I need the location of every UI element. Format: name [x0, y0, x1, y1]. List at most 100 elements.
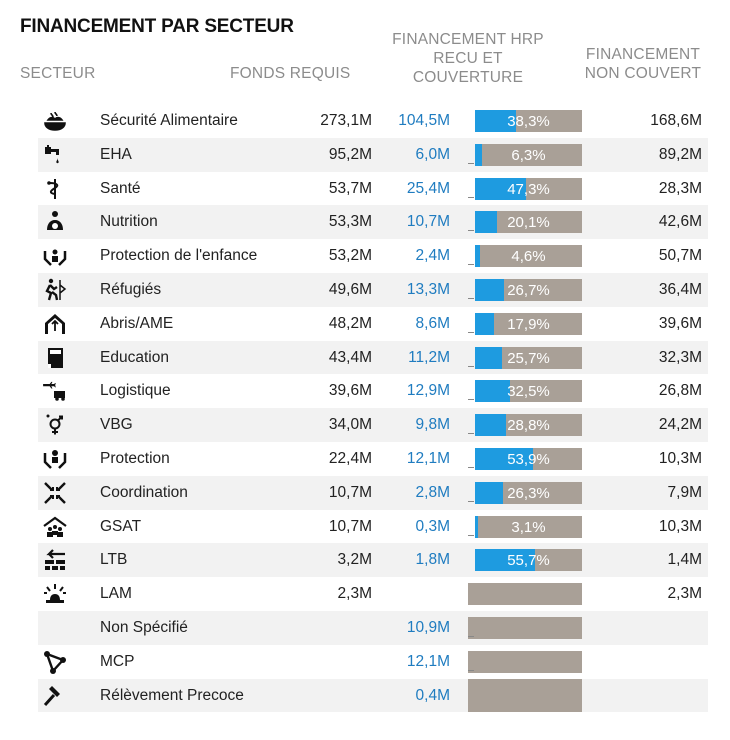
- financement-recu-value: 0,4M: [415, 686, 450, 704]
- sector-name: Abris/AME: [100, 314, 174, 332]
- fonds-requis-value: 2,3M: [337, 585, 372, 603]
- table-row: Nutrition 53,3M 10,7M 20,1% 42,6M: [0, 205, 708, 240]
- gender-icon: [46, 414, 63, 435]
- bar-tick-mark: [468, 399, 474, 401]
- coverage-bar: 25,7%: [475, 346, 582, 369]
- camp-management-icon: [43, 516, 67, 537]
- non-couvert-value: 50,7M: [658, 247, 702, 265]
- refugee-icon: [45, 278, 67, 301]
- coverage-percent: 53,9%: [507, 450, 550, 468]
- network-icon: [38, 648, 72, 676]
- bar-tick-mark: [468, 534, 474, 536]
- sector-name: Santé: [100, 179, 141, 197]
- sector-name: Sécurité Alimentaire: [100, 112, 238, 129]
- coverage-bar-fill: [475, 549, 535, 572]
- table-row: LTB 3,2M 1,8M 55,7% 1,4M: [0, 543, 708, 578]
- header-financement-hrp: FINANCEMENT HRP RECU ET COUVERTURE: [392, 31, 544, 86]
- bar-tick-mark: [468, 230, 474, 232]
- financement-recu-value: 104,5M: [398, 112, 450, 129]
- bar-tick-mark: [468, 264, 474, 266]
- fonds-requis-value: 3,2M: [337, 551, 372, 569]
- coverage-percent: 6,3%: [511, 146, 546, 164]
- coverage-percent: 26,3%: [507, 484, 550, 502]
- education-icon: [38, 344, 72, 372]
- coverage-bar-fill: [475, 380, 510, 403]
- table-row: Coordination 10,7M 2,8M 26,3% 7,9M: [0, 475, 708, 510]
- table-row: VBG 34,0M 9,8M 28,8% 24,2M: [0, 408, 708, 442]
- protection-icon: [43, 449, 67, 469]
- table-row: Abris/AME 48,2M 8,6M 17,9% 39,6M: [38, 307, 708, 341]
- sector-name: VBG: [100, 416, 133, 434]
- coverage-bar-fill: [475, 515, 479, 538]
- bar-tick-mark: [468, 635, 474, 637]
- financement-recu-value: 12,1M: [406, 652, 450, 670]
- logistics-icon: [38, 377, 72, 405]
- fonds-requis-value: 43,4M: [328, 348, 372, 366]
- non-couvert-value: 32,3M: [658, 348, 702, 366]
- coverage-percent: 4,6%: [511, 248, 546, 266]
- sector-name: GSAT: [100, 517, 142, 535]
- sector-name: EHA: [100, 145, 132, 163]
- sector-name: Logistique: [100, 382, 171, 400]
- coordination-icon: [38, 479, 72, 507]
- coverage-percent: 38,3%: [507, 113, 550, 130]
- financement-recu-value: 2,4M: [415, 247, 450, 265]
- coverage-percent: 47,3%: [507, 180, 550, 198]
- water-tap-icon: [38, 141, 72, 169]
- coverage-bar: 6,3%: [475, 143, 582, 166]
- table-row: Santé 53,7M 25,4M 47,3% 28,3M: [38, 172, 708, 206]
- bar-tick-mark: [468, 196, 474, 198]
- header-fonds-requis: FONDS REQUIS: [230, 65, 351, 82]
- coverage-bar: 32,5%: [475, 380, 582, 403]
- sector-name: Non Spécifié: [100, 618, 188, 636]
- coverage-percent: 20,1%: [507, 214, 550, 232]
- sector-table: Sécurité Alimentaire 273,1M 104,5M 38,3% 168…: [0, 104, 708, 713]
- table-row: LAM 2,3M 2,3M: [38, 577, 708, 611]
- non-couvert-value: 28,3M: [658, 179, 702, 197]
- bar-tick-mark: [468, 669, 474, 671]
- non-couvert-value: 10,3M: [658, 517, 702, 535]
- coverage-bar-fill: [475, 312, 495, 335]
- financement-recu-value: 2,8M: [415, 483, 450, 501]
- bar-tick-mark: [468, 162, 474, 164]
- bar-tick-mark: [468, 466, 474, 468]
- coverage-bar-fill: [475, 447, 533, 470]
- table-row: Education 43,4M 11,2M 25,7% 32,3M: [0, 340, 708, 375]
- fonds-requis-value: 95,2M: [328, 145, 372, 163]
- non-couvert-value: 26,8M: [658, 382, 702, 400]
- financement-recu-value: 11,2M: [408, 348, 450, 366]
- header-secteur: SECTEUR: [20, 65, 96, 82]
- table-row: Protection 22,4M 12,1M 53,9% 10,3M: [38, 442, 708, 476]
- non-couvert-value: 39,6M: [658, 314, 702, 332]
- non-couvert-value: 1,4M: [667, 551, 702, 569]
- table-row: Rélèvement Precoce 0,4M: [0, 678, 708, 713]
- coverage-bar: 47,3%: [475, 177, 582, 200]
- coverage-bar: 17,9%: [475, 312, 582, 335]
- non-couvert-value: 2,3M: [667, 585, 702, 603]
- coverage-bar: 20,1%: [475, 211, 582, 234]
- table-row: Réfugiés 49,6M 13,3M 26,7% 36,4M: [0, 272, 708, 307]
- education-icon: [48, 347, 63, 368]
- sector-name: Rélèvement Precoce: [100, 686, 244, 704]
- food-security-icon: [44, 111, 66, 131]
- coverage-bar: 38,3%: [475, 110, 582, 132]
- sector-name: LTB: [100, 551, 128, 569]
- financement-recu-value: 1,8M: [415, 551, 450, 569]
- coverage-bar: 26,3%: [475, 481, 582, 504]
- financement-recu-value: 13,3M: [406, 280, 450, 298]
- non-couvert-value: 24,2M: [658, 416, 702, 434]
- financement-recu-value: 6,0M: [415, 145, 450, 163]
- non-couvert-value: 10,3M: [658, 449, 702, 467]
- financement-recu-value: 12,9M: [406, 382, 450, 400]
- emergency-light-icon: [38, 580, 72, 608]
- coverage-bar-fill: [475, 177, 526, 200]
- sector-name: MCP: [100, 652, 135, 670]
- health-icon: [38, 175, 72, 203]
- non-couvert-value: 42,6M: [658, 213, 702, 231]
- sector-name: Réfugiés: [100, 280, 162, 298]
- camp-management-icon: [38, 513, 72, 541]
- coverage-bar-fill: [475, 143, 482, 166]
- coverage-bar: [468, 583, 582, 606]
- fonds-requis-value: 273,1M: [320, 112, 372, 129]
- financement-recu-value: 9,8M: [415, 416, 450, 434]
